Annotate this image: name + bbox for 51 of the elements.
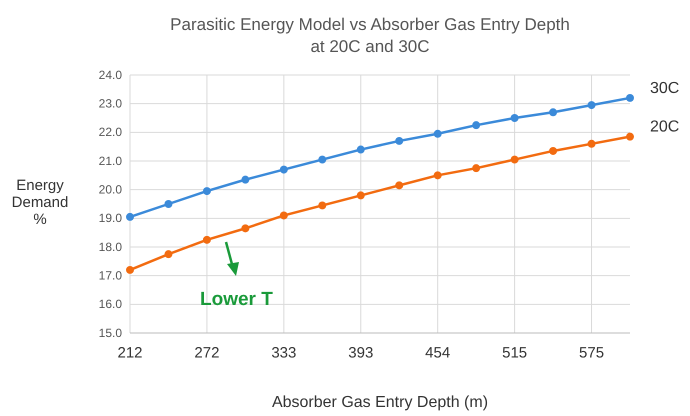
point [241,224,250,232]
y-axis-title: Energy Demand % [12,177,68,228]
y-tick-label: 15.0 [98,326,122,340]
y-tick-label: 18.0 [98,240,122,254]
point [280,166,288,174]
point [164,250,172,258]
point [126,212,134,221]
y-tick-label: 19.0 [98,211,122,226]
point [356,146,365,154]
point [318,201,326,210]
point [318,156,326,164]
y-tick-label: 24.0 [98,68,122,82]
point [510,156,519,164]
x-tick-label: 272 [194,344,220,362]
y-tick-label: 16.0 [98,297,122,312]
point [510,114,519,122]
y-tick-label: 23.0 [98,96,122,111]
x-tick-label: 575 [579,344,604,362]
series-label: 30C [650,80,680,97]
x-tick-label: 212 [117,344,143,362]
point [434,171,442,180]
point [472,164,480,172]
point [395,136,404,145]
point [549,146,558,155]
x-tick-label: 515 [502,344,528,362]
point [434,130,442,138]
chart-title: Parasitic Energy Model vs Absorber Gas Entry Depth at 20C and 30C [170,15,570,56]
point [588,101,596,110]
point [472,121,480,130]
x-tick-label: 454 [425,344,450,362]
point [241,176,250,184]
point [395,181,404,190]
series-label: 20C [650,118,680,136]
y-tick-label: 22.0 [98,125,122,140]
point [280,211,288,220]
point [202,187,211,196]
point [549,108,558,116]
annotation: Lower T [200,289,274,310]
point [202,236,211,244]
x-tick-label: 333 [271,344,296,362]
point [356,191,365,200]
x-axis-title: Absorber Gas Entry Depth (m) [272,394,488,411]
x-tick-label: 393 [348,344,374,362]
y-tick-label: 17.0 [98,268,122,283]
point [126,266,134,274]
point [626,132,634,141]
point [626,94,634,102]
y-tick-label: 21.0 [98,154,122,168]
y-tick-label: 20.0 [98,182,122,197]
point [164,200,172,208]
point [588,140,596,148]
